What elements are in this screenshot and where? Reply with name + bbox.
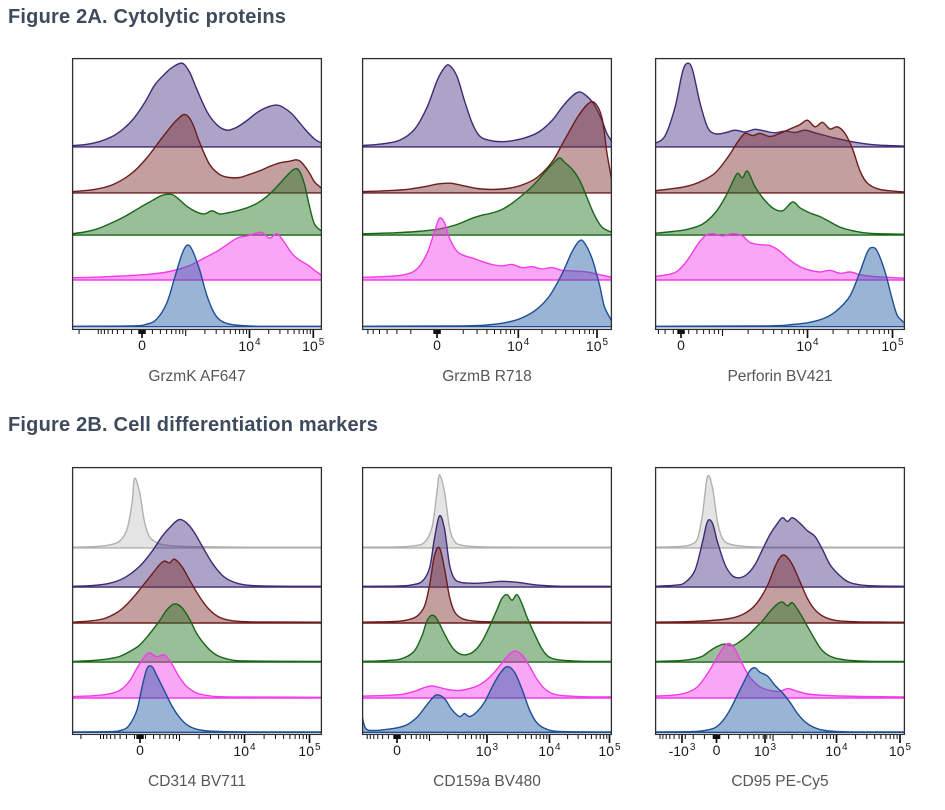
axis-label-cd159a-bv480: CD159a BV480 bbox=[433, 773, 541, 790]
green-histogram-curve bbox=[362, 593, 612, 663]
axis-label-grzmk-af647: GrzmK AF647 bbox=[148, 368, 246, 385]
x-axis-ticks bbox=[80, 734, 311, 743]
green-histogram-curve bbox=[72, 603, 322, 663]
dark-red-histogram-curve bbox=[72, 113, 322, 194]
histogram-panel-cd95-pe-cy5 bbox=[654, 466, 906, 743]
tick-label: 104 bbox=[538, 742, 561, 759]
histogram-panel-cd159a-bv480 bbox=[361, 466, 613, 743]
tick-label: 0 bbox=[677, 337, 685, 353]
tick-label: 103 bbox=[753, 742, 777, 759]
blue-histogram-curve bbox=[655, 667, 905, 733]
tick-label: 105 bbox=[888, 742, 912, 759]
plot-area-cd314-bv711 bbox=[71, 466, 323, 743]
tick-label: 0 bbox=[712, 742, 721, 758]
green-histogram-curve bbox=[655, 601, 905, 663]
x-axis-tick-labels: -103 0 103 104 105 bbox=[655, 742, 911, 766]
purple-histogram-curve bbox=[362, 64, 612, 148]
dark-red-histogram-curve bbox=[362, 546, 612, 624]
plot-border bbox=[361, 466, 613, 736]
axis-label-grzmb-r718: GrzmB R718 bbox=[442, 368, 532, 385]
gray-histogram-curve bbox=[655, 474, 905, 549]
purple-histogram-curve bbox=[362, 514, 612, 588]
tick-label: 105 bbox=[298, 742, 321, 759]
plot-border bbox=[71, 466, 323, 736]
tick-label: 0 bbox=[433, 337, 441, 353]
plot-border bbox=[654, 57, 906, 331]
purple-histogram-curve bbox=[655, 517, 905, 588]
tick-label: 104 bbox=[238, 337, 261, 354]
green-histogram-curve bbox=[72, 167, 322, 236]
histogram-panel-grzmk-af647 bbox=[71, 57, 323, 338]
purple-histogram-curve bbox=[72, 518, 322, 588]
gray-histogram-curve bbox=[72, 477, 322, 549]
magenta-histogram-curve bbox=[655, 642, 905, 699]
figure-2a-title: Figure 2A. Cytolytic proteins bbox=[8, 6, 287, 28]
blue-histogram-curve bbox=[362, 665, 612, 733]
tick-label: 105 bbox=[598, 742, 621, 759]
tick-label: 103 bbox=[475, 742, 499, 759]
magenta-histogram-curve bbox=[72, 231, 322, 281]
blue-histogram-curve bbox=[72, 665, 322, 733]
magenta-histogram-curve bbox=[655, 233, 905, 281]
plot-area-cd159a-bv480 bbox=[361, 466, 613, 743]
tick-label: 104 bbox=[507, 337, 530, 354]
green-histogram-curve bbox=[655, 170, 905, 236]
plot-area-grzmk-af647 bbox=[71, 57, 323, 338]
tick-label: 105 bbox=[302, 337, 325, 354]
dark-red-histogram-curve bbox=[362, 100, 612, 194]
axis-label-cd95-pe-cy5: CD95 PE-Cy5 bbox=[731, 773, 829, 790]
blue-histogram-curve bbox=[655, 246, 905, 328]
tick-label: 104 bbox=[233, 742, 256, 759]
dark-red-histogram-curve bbox=[72, 558, 322, 624]
x-axis-tick-labels: 0 103 104 105 bbox=[362, 742, 620, 766]
x-axis-ticks bbox=[367, 329, 598, 338]
x-axis-ticks bbox=[78, 329, 315, 338]
x-axis-ticks bbox=[366, 734, 611, 743]
histogram-panel-perforin-bv421 bbox=[654, 57, 906, 338]
plot-border bbox=[361, 57, 613, 331]
tick-label: 105 bbox=[881, 337, 904, 354]
axis-label-perforin-bv421: Perforin BV421 bbox=[727, 368, 833, 385]
tick-label: 0 bbox=[393, 742, 401, 758]
plot-border bbox=[654, 466, 906, 736]
x-axis-tick-labels: 0 104 105 bbox=[72, 742, 322, 766]
magenta-histogram-curve bbox=[362, 650, 612, 699]
tick-label: 0 bbox=[136, 742, 144, 758]
dark-red-histogram-curve bbox=[655, 554, 905, 624]
tick-label: 104 bbox=[796, 337, 819, 354]
histogram-panel-cd314-bv711 bbox=[71, 466, 323, 743]
dark-red-histogram-curve bbox=[655, 119, 905, 194]
plot-area-grzmb-r718 bbox=[361, 57, 613, 338]
axis-label-cd314-bv711: CD314 BV711 bbox=[148, 773, 246, 790]
blue-histogram-curve bbox=[362, 239, 612, 328]
plot-border bbox=[71, 57, 323, 331]
x-axis-tick-labels: 0 104 105 bbox=[72, 337, 325, 361]
purple-histogram-curve bbox=[72, 62, 322, 148]
magenta-histogram-curve bbox=[72, 652, 322, 699]
x-axis-ticks bbox=[659, 734, 901, 743]
x-axis-tick-labels: 0 104 105 bbox=[362, 337, 612, 361]
gray-histogram-curve bbox=[362, 474, 612, 549]
tick-label: 0 bbox=[138, 337, 146, 353]
tick-label: 105 bbox=[585, 337, 609, 354]
x-axis-ticks bbox=[657, 329, 894, 338]
plot-area-cd95-pe-cy5 bbox=[654, 466, 906, 743]
histogram-panel-grzmb-r718 bbox=[361, 57, 613, 338]
purple-histogram-curve bbox=[655, 62, 905, 148]
x-axis-tick-labels: 0 104 105 bbox=[655, 337, 905, 361]
tick-label: 104 bbox=[825, 742, 848, 759]
plot-area-perforin-bv421 bbox=[654, 57, 906, 338]
blue-histogram-curve bbox=[72, 244, 322, 328]
tick-label: -103 bbox=[668, 742, 696, 759]
figure-2b-title: Figure 2B. Cell differentiation markers bbox=[8, 414, 379, 436]
green-histogram-curve bbox=[362, 157, 612, 236]
